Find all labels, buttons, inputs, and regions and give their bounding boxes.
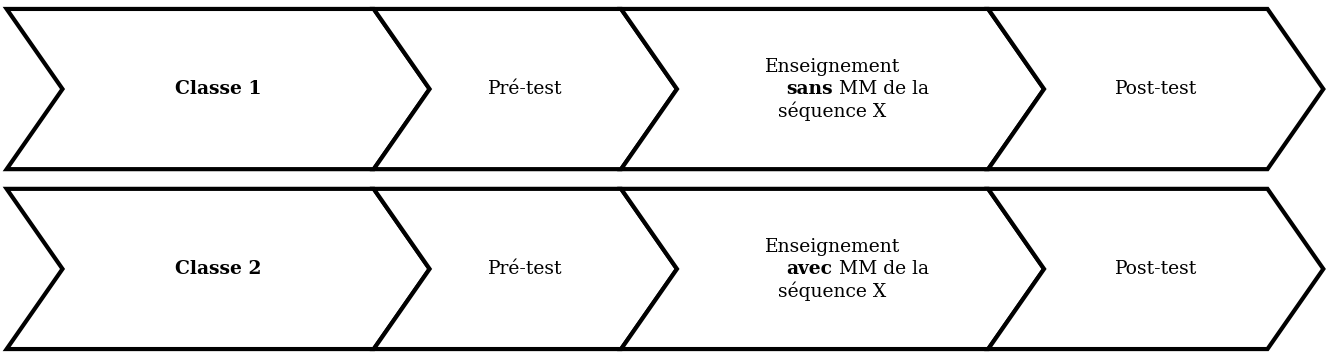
Text: MM de la: MM de la xyxy=(833,80,928,98)
Text: Enseignement: Enseignement xyxy=(765,58,900,76)
Text: sans: sans xyxy=(786,80,833,98)
Polygon shape xyxy=(374,9,677,169)
Text: séquence X: séquence X xyxy=(778,102,887,121)
Text: avec: avec xyxy=(786,260,833,278)
Polygon shape xyxy=(988,9,1323,169)
Text: Pré-test: Pré-test xyxy=(488,260,563,278)
Text: Post-test: Post-test xyxy=(1115,260,1197,278)
Text: Post-test: Post-test xyxy=(1115,80,1197,98)
Polygon shape xyxy=(621,9,1044,169)
Text: MM de la: MM de la xyxy=(833,260,928,278)
Polygon shape xyxy=(7,9,430,169)
Polygon shape xyxy=(374,189,677,349)
Text: Classe 1: Classe 1 xyxy=(174,80,262,98)
Polygon shape xyxy=(988,189,1323,349)
Polygon shape xyxy=(621,189,1044,349)
Polygon shape xyxy=(7,189,430,349)
Text: Classe 2: Classe 2 xyxy=(176,260,261,278)
Text: séquence X: séquence X xyxy=(778,281,887,301)
Text: Pré-test: Pré-test xyxy=(488,80,563,98)
Text: Enseignement: Enseignement xyxy=(765,238,900,256)
